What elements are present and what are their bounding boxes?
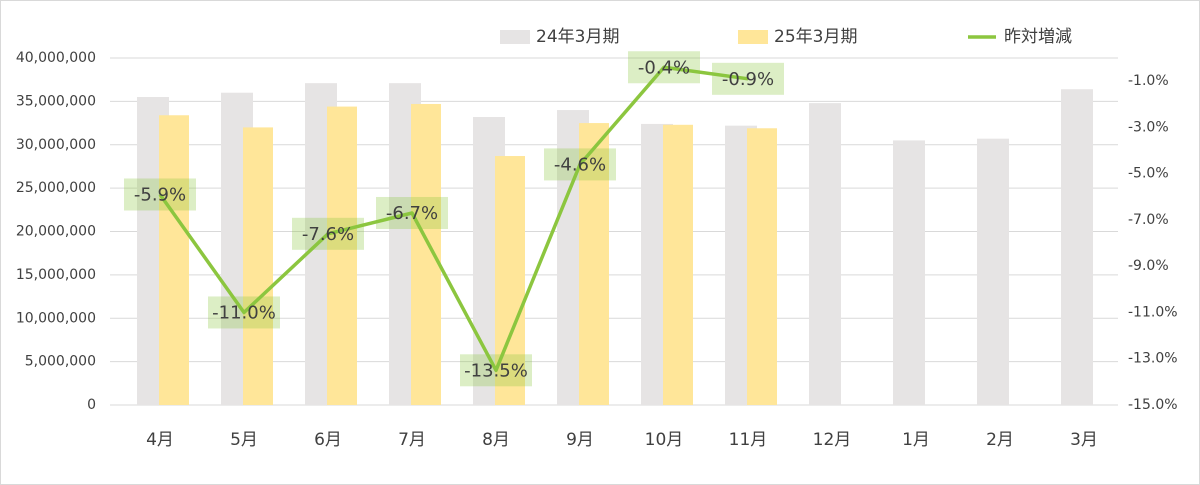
x-tick-label: 8月 xyxy=(482,430,510,450)
x-tick-label: 4月 xyxy=(146,430,174,450)
y2-tick-label: -3.0% xyxy=(1128,119,1169,135)
x-tick-label: 6月 xyxy=(314,430,342,450)
y-tick-label: 15,000,000 xyxy=(16,267,96,283)
data-label: -0.9% xyxy=(722,69,774,90)
y2-tick-label: -15.0% xyxy=(1128,397,1178,413)
legend-label: 25年3月期 xyxy=(774,27,857,47)
data-label-box xyxy=(292,217,364,250)
y-tick-label: 25,000,000 xyxy=(16,180,96,196)
data-label: -0.4% xyxy=(638,57,690,78)
data-label: -7.6% xyxy=(302,224,354,245)
x-tick-label: 12月 xyxy=(813,430,852,450)
y-tick-label: 10,000,000 xyxy=(16,310,96,326)
bar xyxy=(411,103,441,405)
x-tick-label: 7月 xyxy=(398,430,426,450)
data-label: -6.7% xyxy=(386,203,438,224)
y2-tick-label: -11.0% xyxy=(1128,304,1178,320)
bar xyxy=(159,115,189,405)
data-label: -13.5% xyxy=(464,360,528,381)
x-tick-label: 1月 xyxy=(902,430,930,450)
y2-tick-label: -7.0% xyxy=(1128,212,1169,228)
y2-tick-label: -1.0% xyxy=(1128,73,1169,89)
x-tick-label: 5月 xyxy=(230,430,258,450)
legend-label: 24年3月期 xyxy=(536,27,619,47)
y-tick-label: 35,000,000 xyxy=(16,93,96,109)
data-label-box xyxy=(208,296,280,329)
bar xyxy=(977,138,1009,406)
y-tick-label: 30,000,000 xyxy=(16,137,96,153)
bar xyxy=(809,103,841,406)
bar xyxy=(243,127,273,406)
grid xyxy=(110,57,1118,406)
data-label-box xyxy=(544,148,616,181)
line xyxy=(158,65,749,373)
data-label: -4.6% xyxy=(554,154,606,175)
bar xyxy=(579,123,609,405)
y-tick-label: 0 xyxy=(87,397,96,413)
bar xyxy=(663,124,693,406)
legend-label: 昨対増減 xyxy=(1004,27,1072,47)
y-tick-label: 5,000,000 xyxy=(25,354,96,370)
bar xyxy=(327,106,357,405)
legend-swatch xyxy=(738,30,768,44)
marks xyxy=(137,65,1093,406)
data-label-box xyxy=(124,178,196,211)
y-tick-label: 40,000,000 xyxy=(16,50,96,66)
y-tick-label: 20,000,000 xyxy=(16,224,96,240)
bar xyxy=(893,140,925,405)
data-label-box xyxy=(460,354,532,387)
y2-tick-label: -5.0% xyxy=(1128,166,1169,182)
data-label: -11.0% xyxy=(212,302,276,323)
x-tick-label: 2月 xyxy=(986,430,1014,450)
x-tick-label: 9月 xyxy=(566,430,594,450)
x-tick-label: 10月 xyxy=(645,430,684,450)
x-tick-label: 3月 xyxy=(1070,430,1098,450)
x-tick-label: 11月 xyxy=(729,430,768,450)
data-label: -5.9% xyxy=(134,184,186,205)
data-label-box xyxy=(376,196,448,229)
y2-tick-label: -9.0% xyxy=(1128,258,1169,274)
data-label-box xyxy=(628,51,700,84)
bar xyxy=(747,128,777,405)
y2-tick-label: -13.0% xyxy=(1128,351,1178,367)
labels: 0 5,000,000 10,000,000 15,000,000 20,000,000… xyxy=(16,27,1178,450)
legend-swatch xyxy=(500,30,530,44)
data-label-box xyxy=(712,62,784,95)
bar xyxy=(1061,89,1093,405)
